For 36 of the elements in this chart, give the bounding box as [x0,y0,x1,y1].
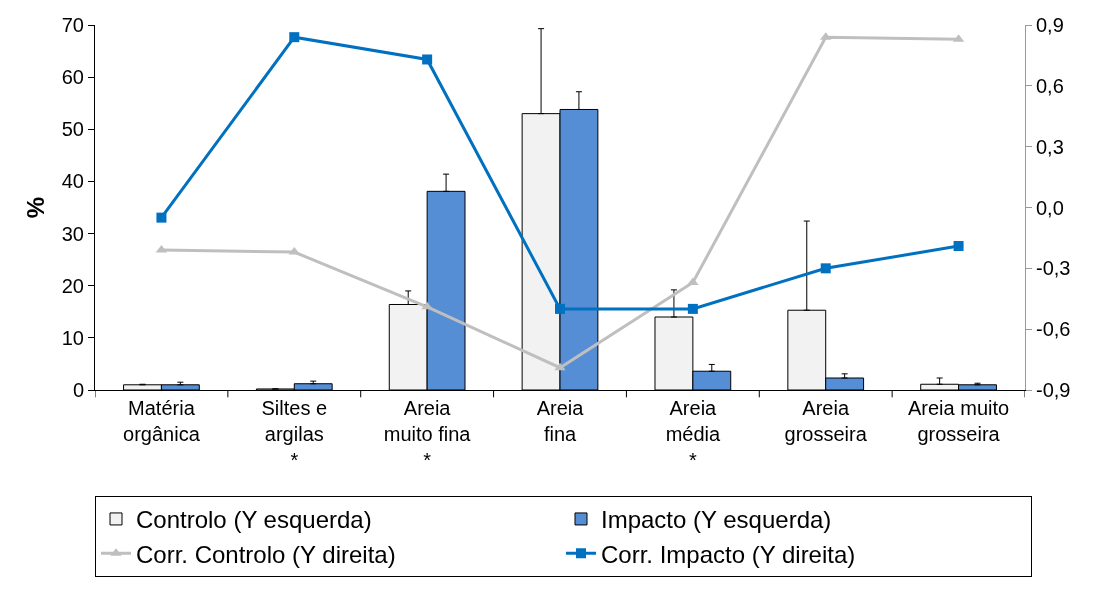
y-tick-label: 60 [61,66,84,89]
point [422,54,433,65]
point [289,32,300,43]
x-tick-label: Siltes e argilas * [261,397,328,471]
point [687,303,698,314]
x-tick-label: Matéria orgânica [123,397,201,445]
y-tick-label: 30 [61,222,84,245]
y-tick-label: 0 [72,379,84,401]
y-tick-label: 10 [61,326,84,349]
legend-label: Controlo (Y esquerda) [136,506,372,534]
point [820,263,831,274]
legend-label: Corr. Controlo (Y direita) [136,540,396,568]
x-tick-label: Areia grosseira [784,397,868,445]
point [953,241,964,252]
y2-tick-label: -0,3 [1036,257,1071,280]
y2-tick-label: -0,6 [1036,318,1071,341]
point [687,277,699,286]
legend-label: Impacto (Y esquerda) [601,506,832,534]
x-tick-label: Areia muito fina * [383,397,472,471]
legend-label: Corr. Impacto (Y direita) [601,540,856,568]
point [156,212,167,223]
y-axis-title: % [21,196,49,219]
y2-tick-label: 0,3 [1036,135,1064,158]
x-tick-label: Areia muito grosseira [907,397,1010,445]
y-tick-label: 40 [61,170,84,193]
y2-tick-label: 0,9 [1036,14,1064,36]
y-tick-label: 50 [61,118,84,141]
y2-tick-label: -0,9 [1036,379,1071,401]
y2-tick-label: 0,0 [1036,196,1064,219]
y-tick-label: 20 [61,274,84,297]
x-tick-label: Areia fina [536,397,585,445]
x-tick-label: Areia média * [665,397,721,471]
y2-tick-label: 0,6 [1036,74,1064,97]
point [555,303,565,314]
y-tick-label: 70 [61,14,84,36]
point [554,362,566,371]
